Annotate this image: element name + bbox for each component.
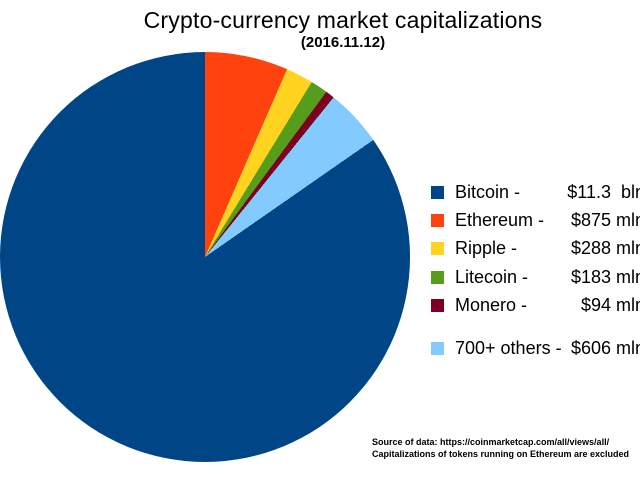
legend-value: $606 mln <box>570 337 640 358</box>
legend-item-bitcoin: Bitcoin - $11.3 bln <box>431 178 640 206</box>
legend-label: Litecoin - <box>455 266 529 287</box>
legend-label: Ripple - <box>455 238 518 259</box>
source-note: Source of data: https://coinmarketcap.co… <box>372 437 629 460</box>
source-line: Source of data: https://coinmarketcap.co… <box>372 437 610 447</box>
legend-label: 700+ others - <box>455 337 562 358</box>
legend-value: $94 mln <box>580 295 640 316</box>
pie-chart <box>0 52 410 462</box>
legend-value: $183 mln <box>570 266 640 287</box>
chart-title: Crypto-currency market capitalizations <box>143 7 543 33</box>
legend-label: Bitcoin - <box>455 181 521 202</box>
legend-swatch-icon <box>431 270 444 284</box>
legend-swatch-icon <box>431 299 444 313</box>
legend-item-ripple: Ripple - $288 mln <box>431 235 640 263</box>
chart-legend: Bitcoin - $11.3 bln Ethereum - $875 mln Ripp… <box>431 178 640 362</box>
legend-value: $288 mln <box>570 238 640 259</box>
legend-item-litecoin: Litecoin - $183 mln <box>431 263 640 291</box>
legend-item-monero: Monero - $94 mln <box>431 292 640 320</box>
legend-value: $11.3 bln <box>567 181 640 202</box>
legend-item-ethereum: Ethereum - $875 mln <box>431 206 640 234</box>
chart-subtitle: (2016.11.12) <box>300 34 386 51</box>
legend-swatch-icon <box>431 185 444 199</box>
chart-header: Crypto-currency market capitalizations (… <box>0 6 640 51</box>
legend-label: Ethereum - <box>455 210 545 231</box>
legend-value: $875 mln <box>570 210 640 231</box>
legend-item-700-others: 700+ others - $606 mln <box>431 334 640 362</box>
legend-swatch-icon <box>431 214 444 228</box>
disclaimer-line: Capitalizations of tokens running on Eth… <box>372 448 630 459</box>
legend-swatch-icon <box>431 242 444 256</box>
legend-label: Monero - <box>455 295 528 316</box>
legend-swatch-icon <box>431 341 444 355</box>
